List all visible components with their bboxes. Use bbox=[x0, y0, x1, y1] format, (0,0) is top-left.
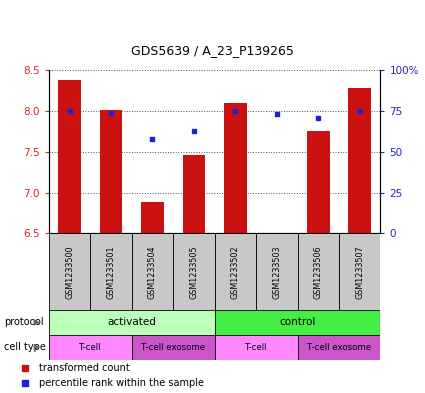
Text: GSM1233500: GSM1233500 bbox=[65, 245, 74, 299]
Bar bbox=[224, 103, 247, 233]
Bar bbox=[132, 233, 173, 310]
Text: GSM1233504: GSM1233504 bbox=[148, 245, 157, 299]
Text: protocol: protocol bbox=[4, 318, 43, 327]
Bar bbox=[90, 233, 132, 310]
Text: T-cell exosome: T-cell exosome bbox=[307, 343, 371, 352]
Bar bbox=[298, 335, 380, 360]
Bar bbox=[339, 233, 380, 310]
Text: GSM1233501: GSM1233501 bbox=[107, 245, 116, 299]
Bar bbox=[49, 233, 90, 310]
Text: control: control bbox=[279, 318, 316, 327]
Bar bbox=[58, 80, 81, 233]
Bar bbox=[348, 88, 371, 233]
Text: GSM1233506: GSM1233506 bbox=[314, 245, 323, 299]
Text: transformed count: transformed count bbox=[39, 363, 130, 373]
Bar bbox=[99, 110, 122, 233]
Bar bbox=[215, 233, 256, 310]
Bar bbox=[173, 233, 215, 310]
Text: T-cell: T-cell bbox=[245, 343, 267, 352]
Bar bbox=[49, 335, 132, 360]
Text: GSM1233505: GSM1233505 bbox=[190, 245, 198, 299]
Text: T-cell: T-cell bbox=[79, 343, 102, 352]
Bar bbox=[307, 131, 330, 233]
Text: GSM1233507: GSM1233507 bbox=[355, 245, 364, 299]
Text: activated: activated bbox=[107, 318, 156, 327]
Text: T-cell exosome: T-cell exosome bbox=[141, 343, 205, 352]
Text: GSM1233503: GSM1233503 bbox=[272, 245, 281, 299]
Bar bbox=[215, 310, 380, 335]
Bar bbox=[49, 310, 215, 335]
Text: cell type: cell type bbox=[4, 342, 45, 352]
Text: GSM1233502: GSM1233502 bbox=[231, 245, 240, 299]
Text: GDS5639 / A_23_P139265: GDS5639 / A_23_P139265 bbox=[131, 44, 294, 57]
Bar bbox=[141, 202, 164, 233]
Bar bbox=[132, 335, 215, 360]
Bar bbox=[256, 233, 298, 310]
Bar bbox=[215, 335, 298, 360]
Text: percentile rank within the sample: percentile rank within the sample bbox=[39, 378, 204, 387]
Bar bbox=[298, 233, 339, 310]
Bar bbox=[182, 155, 205, 233]
